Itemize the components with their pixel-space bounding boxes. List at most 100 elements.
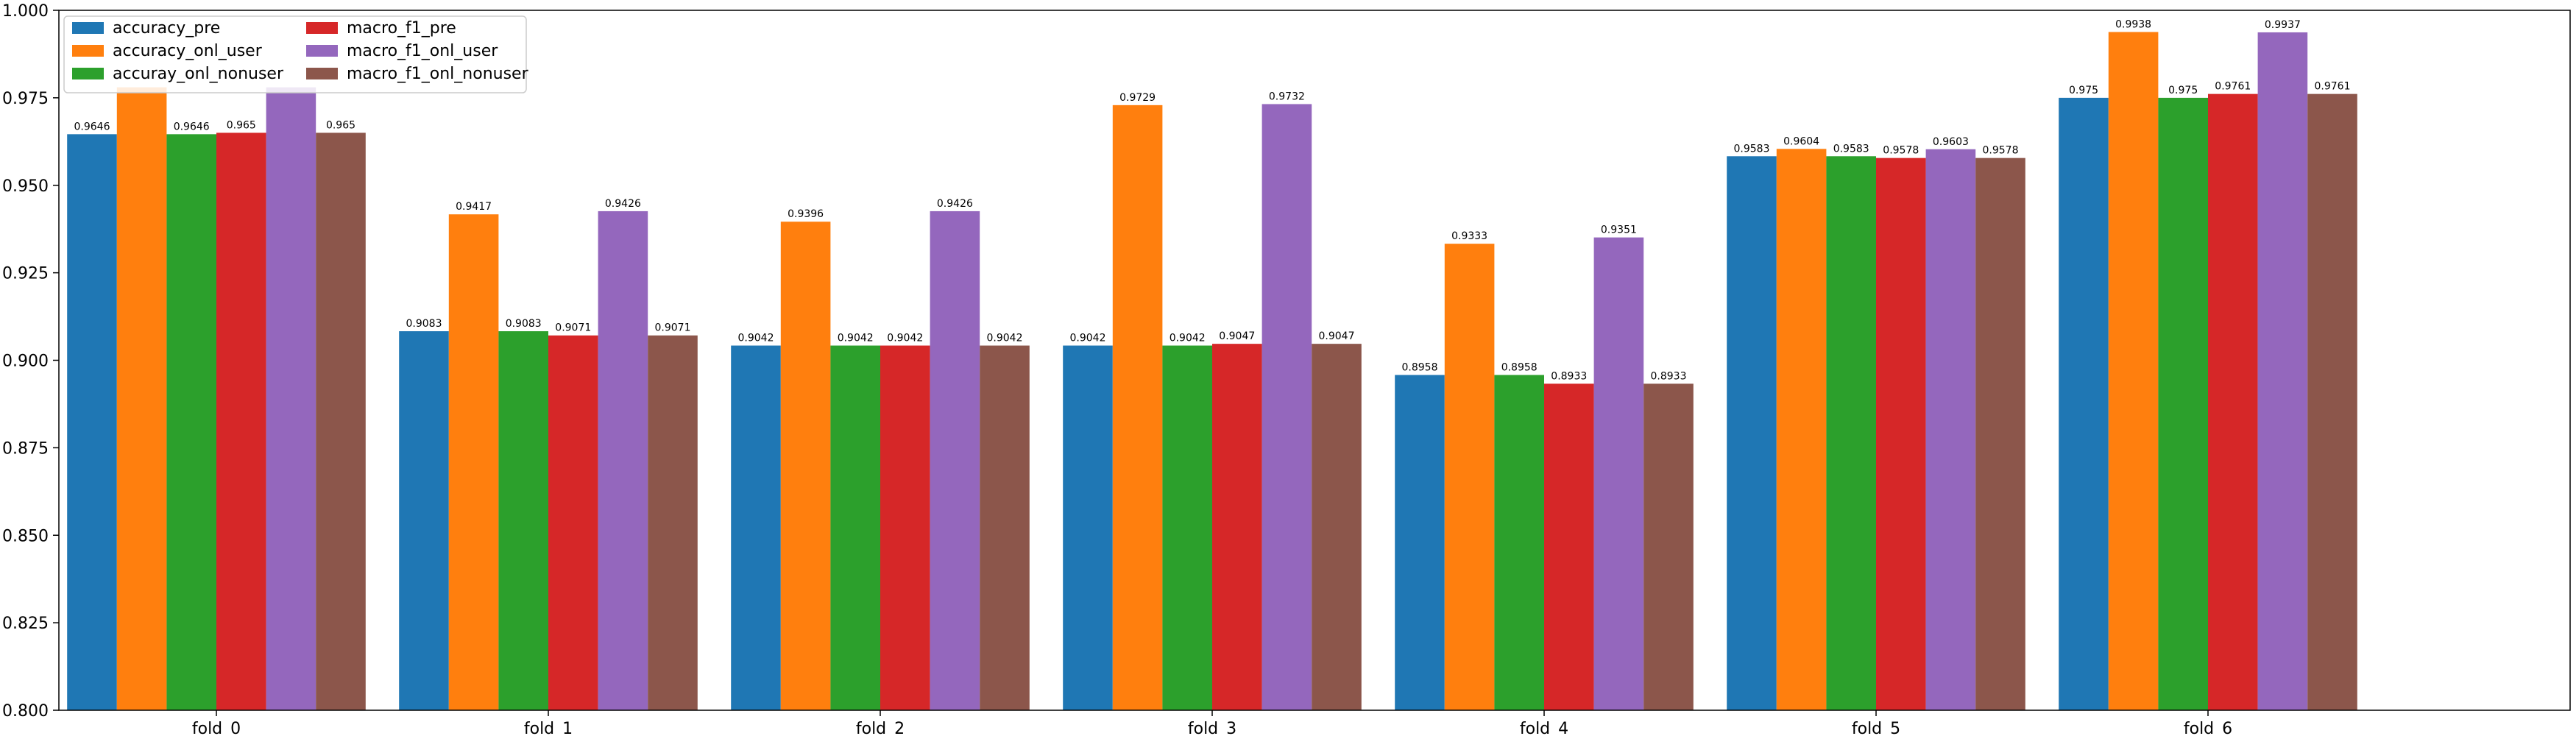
bar [1494, 375, 1544, 710]
bar [316, 132, 366, 710]
bar [1212, 344, 1262, 710]
legend-label: macro_f1_onl_nonuser [347, 65, 529, 83]
data-label: 0.9646 [174, 121, 210, 132]
data-label: 0.9729 [1119, 92, 1156, 104]
bar [2307, 93, 2357, 710]
bars-group [67, 32, 2357, 711]
legend-swatch [306, 22, 338, 34]
data-label: 0.9042 [987, 333, 1023, 344]
bar [399, 331, 449, 710]
legend-label: accuracy_onl_user [113, 42, 263, 60]
x-tick-label: fold_4 [1520, 720, 1568, 736]
bar [1112, 105, 1163, 711]
y-tick-label: 0.875 [2, 439, 49, 458]
bar [67, 134, 117, 710]
data-label: 0.9417 [456, 201, 492, 213]
bar [548, 335, 598, 710]
y-tick-label: 0.975 [2, 90, 49, 108]
bar [1162, 345, 1212, 710]
legend-swatch [306, 68, 338, 79]
bar [1312, 344, 1362, 710]
y-tick-label: 0.950 [2, 177, 49, 196]
data-label: 0.9578 [1883, 145, 1919, 157]
data-label: 0.9761 [2215, 81, 2251, 93]
bar [830, 345, 880, 710]
data-label: 0.8958 [1402, 361, 1438, 373]
x-tick-label: fold_3 [1188, 720, 1236, 736]
data-label: 0.9083 [406, 318, 442, 330]
legend-swatch [306, 45, 338, 57]
y-tick-label: 0.925 [2, 265, 49, 283]
data-label: 0.9937 [2265, 19, 2301, 31]
data-label: 0.9578 [1983, 145, 2019, 157]
legend-label: accuracy_pre [113, 19, 220, 38]
data-label: 0.975 [2168, 85, 2198, 96]
data-labels-group: 0.9646 0.9083 0.9042 0.9042 0.8958 0.9583 0.97… [74, 18, 2351, 382]
data-label: 0.9396 [788, 208, 824, 220]
bar [1544, 383, 1594, 710]
bar [980, 345, 1030, 710]
data-label: 0.8933 [1551, 370, 1587, 382]
bar [1776, 149, 1827, 711]
data-label: 0.9071 [555, 322, 591, 334]
data-label: 0.965 [227, 119, 256, 131]
data-label: 0.9646 [74, 121, 110, 132]
bar [1727, 156, 1777, 710]
bar [1063, 345, 1113, 710]
legend-frame [63, 15, 527, 93]
data-label: 0.8958 [1501, 361, 1538, 373]
bar [731, 345, 781, 710]
data-label: 0.9583 [1833, 143, 1869, 155]
bar [1925, 149, 1976, 710]
legend: accuracy_pre accuracy_onl_user accuray_onl… [63, 15, 529, 93]
y-tick-label: 0.850 [2, 527, 49, 545]
data-label: 0.9042 [838, 333, 874, 344]
legend-label: macro_f1_pre [347, 19, 456, 38]
legend-swatch [72, 22, 104, 34]
bar [166, 134, 216, 710]
bar [498, 331, 548, 710]
y-tick-label: 0.800 [2, 702, 49, 721]
bar [2059, 97, 2109, 710]
legend-swatch [72, 68, 104, 79]
bar [2257, 32, 2308, 710]
data-label: 0.9604 [1783, 135, 1819, 147]
legend-label: accuray_onl_nonuser [113, 65, 284, 83]
y-tick-label: 0.825 [2, 615, 49, 633]
bar [2158, 97, 2208, 710]
bar [1826, 156, 1876, 710]
data-label: 0.9583 [1734, 143, 1770, 155]
data-label: 0.975 [2069, 85, 2098, 96]
bar [1395, 375, 1445, 710]
bar [1643, 383, 1694, 710]
bar [2208, 93, 2258, 710]
legend-swatch [72, 45, 104, 57]
data-label: 0.965 [326, 119, 355, 131]
bar [780, 222, 831, 710]
bar [116, 87, 167, 711]
bar [266, 87, 316, 711]
bar [1593, 237, 1644, 711]
bar [648, 335, 698, 710]
y-tick-label: 1.000 [2, 2, 49, 21]
x-tick-label: fold_5 [1852, 720, 1900, 736]
data-label: 0.9603 [1933, 136, 1969, 148]
bar [216, 132, 266, 710]
data-label: 0.9042 [738, 333, 774, 344]
data-label: 0.9071 [655, 322, 691, 334]
data-label: 0.9761 [2315, 81, 2351, 93]
y-tick-label: 0.900 [2, 353, 49, 371]
x-tick-label: fold_1 [524, 720, 573, 736]
data-label: 0.9426 [605, 198, 641, 210]
data-label: 0.9042 [1070, 333, 1106, 344]
bar [2108, 32, 2159, 711]
bar [448, 214, 499, 711]
data-label: 0.9732 [1269, 91, 1305, 102]
bar [880, 345, 930, 710]
data-label: 0.9047 [1319, 330, 1355, 342]
bar [1262, 104, 1312, 710]
bar [930, 210, 980, 710]
data-label: 0.9083 [506, 318, 542, 330]
bar [1975, 158, 2025, 710]
